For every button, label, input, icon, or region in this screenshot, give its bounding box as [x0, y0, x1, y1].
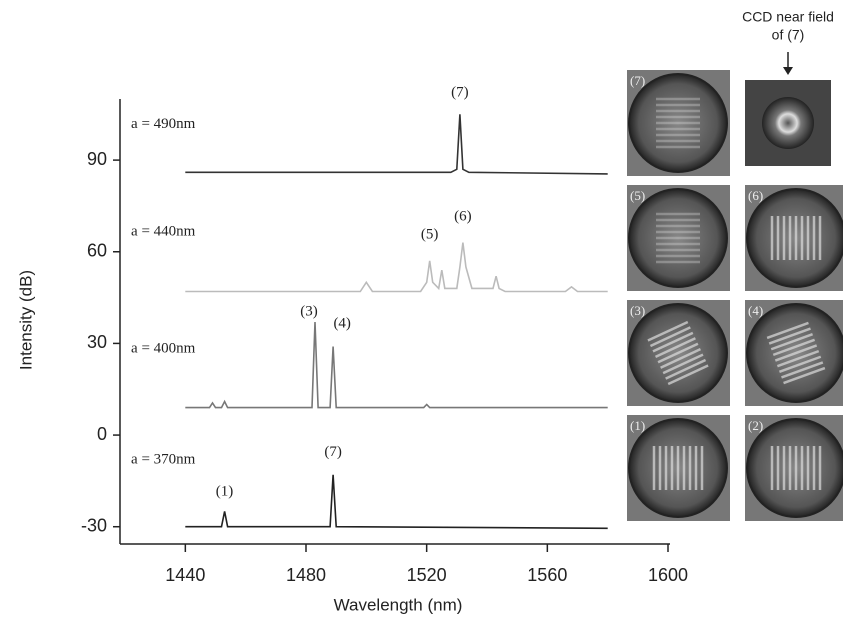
- panel-fringe: [660, 348, 702, 369]
- near-field-panel: (6): [745, 185, 843, 291]
- panel-label: (7): [630, 73, 645, 88]
- panel-fringe: [776, 349, 820, 368]
- x-tick-label: 1520: [407, 565, 447, 585]
- y-tick-label: -30: [81, 515, 107, 535]
- panel-fringe: [768, 327, 811, 345]
- panel-label: (1): [630, 418, 645, 433]
- panel-fringe: [766, 321, 809, 340]
- panel-label: (2): [748, 418, 763, 433]
- panel-disc: [628, 188, 728, 288]
- ccd-panel: [745, 52, 831, 166]
- near-field-panel: (3): [627, 300, 730, 406]
- annotation: (4): [333, 316, 351, 332]
- panel-fringe: [667, 364, 709, 386]
- y-tick-label: 0: [97, 424, 107, 444]
- y-axis-title: Intensity (dB): [16, 270, 35, 370]
- ccd-caption: CCD near field: [742, 9, 834, 25]
- y-tick-label: 90: [87, 149, 107, 169]
- panel-label: (4): [748, 303, 763, 318]
- panel-fringe: [652, 331, 694, 353]
- panel-fringe: [779, 355, 822, 373]
- panel-fringe: [647, 320, 689, 342]
- panel-fringe: [783, 366, 826, 385]
- panel-fringe: [654, 337, 696, 358]
- panel-label: (6): [748, 188, 763, 203]
- near-field-panel: (1): [627, 415, 730, 521]
- near-field-panel: (4): [745, 300, 843, 406]
- panel-fringe: [657, 342, 699, 364]
- annotation: a = 370nm: [131, 451, 196, 467]
- panel-fringe: [662, 353, 704, 375]
- panel-fringe: [774, 344, 818, 362]
- spectrum-line: [185, 474, 608, 530]
- near-field-panel: (5): [627, 185, 730, 291]
- ccd-ring: [762, 97, 814, 149]
- annotation: (5): [421, 227, 439, 243]
- annotation: (7): [451, 84, 469, 100]
- panel-fringe: [665, 358, 707, 380]
- x-tick-label: 1480: [286, 565, 326, 585]
- near-field-panel: (2): [745, 415, 843, 521]
- annotation: (6): [454, 209, 472, 225]
- panel-fringe: [770, 333, 813, 351]
- panel-disc: [628, 73, 728, 173]
- ccd-caption: of (7): [772, 27, 805, 43]
- annotation: (3): [300, 303, 318, 319]
- panel-label: (5): [630, 188, 645, 203]
- panel-fringe: [772, 338, 816, 357]
- annotation: a = 400nm: [131, 340, 196, 356]
- x-axis-title: Wavelength (nm): [334, 595, 463, 614]
- ccd-arrowhead: [783, 67, 793, 75]
- spectrum-line: [185, 242, 608, 293]
- near-field-panel: (7): [627, 70, 730, 176]
- annotation: (1): [216, 483, 234, 499]
- panel-fringe: [781, 361, 824, 379]
- x-tick-label: 1440: [165, 565, 205, 585]
- spectrum-line: [185, 114, 608, 175]
- x-tick-label: 1600: [648, 565, 688, 585]
- y-tick-label: 30: [87, 332, 107, 352]
- annotation: a = 490nm: [131, 116, 196, 132]
- annotation: (7): [324, 444, 342, 460]
- y-tick-label: 60: [87, 241, 107, 261]
- panel-label: (3): [630, 303, 645, 318]
- spectrum-line: [185, 321, 608, 409]
- annotation: a = 440nm: [131, 224, 196, 240]
- panel-fringe: [649, 326, 691, 348]
- x-tick-label: 1560: [527, 565, 567, 585]
